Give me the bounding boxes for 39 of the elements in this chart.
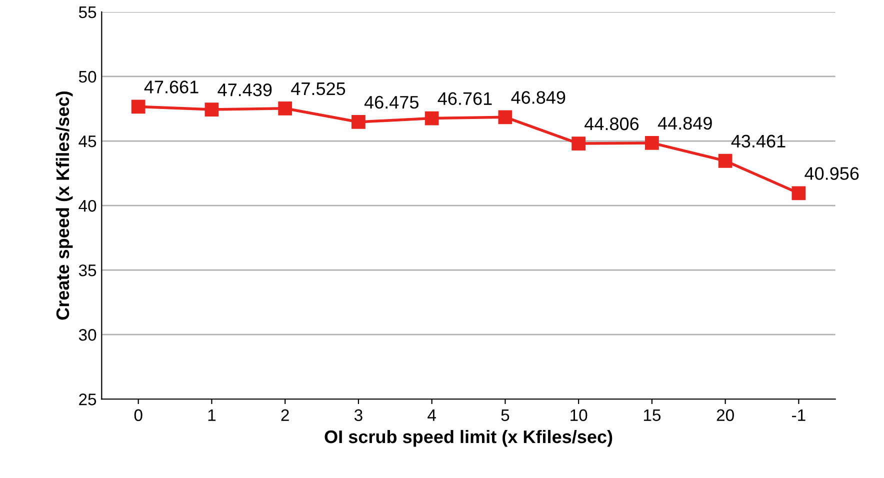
data-label: 46.475 xyxy=(364,96,418,109)
data-label: 44.806 xyxy=(584,117,639,130)
x-tick-label: 15 xyxy=(644,409,661,422)
data-label: 40.956 xyxy=(804,167,859,180)
x-tick-label: 4 xyxy=(428,409,436,421)
data-label: 46.849 xyxy=(511,91,566,104)
y-tick-label: 35 xyxy=(78,264,96,276)
data-label: 46.761 xyxy=(438,92,492,105)
point xyxy=(352,115,366,129)
point xyxy=(131,100,146,114)
data-label: 43.461 xyxy=(731,134,786,148)
y-tick-label: 30 xyxy=(78,329,96,341)
y-axis-title: Create speed (x Kfiles/sec) xyxy=(56,92,73,320)
point xyxy=(792,186,806,200)
point xyxy=(645,136,659,150)
x-tick-label: 3 xyxy=(354,409,362,422)
y-tick-label: 25 xyxy=(79,394,96,406)
point xyxy=(424,111,439,126)
x-tick-label: 10 xyxy=(570,409,588,422)
point xyxy=(498,110,512,124)
y-tick-label: 45 xyxy=(78,136,96,148)
y-tick-label: 55 xyxy=(78,6,96,18)
data-label: 47.525 xyxy=(291,82,346,96)
point xyxy=(204,102,219,116)
point xyxy=(278,101,292,116)
x-tick-label: 5 xyxy=(501,409,510,422)
point xyxy=(718,154,732,168)
y-tick-label: 40 xyxy=(78,200,96,212)
y-tick-label: 50 xyxy=(78,70,96,83)
data-label: 47.661 xyxy=(144,80,198,94)
x-tick-label: 1 xyxy=(208,409,216,421)
x-tick-label: 0 xyxy=(134,409,142,422)
data-label: 44.849 xyxy=(658,116,712,130)
x-tick-label: 20 xyxy=(716,409,734,422)
data-label: 47.439 xyxy=(218,83,272,96)
point xyxy=(572,136,586,150)
x-tick-label: -1 xyxy=(792,409,806,421)
x-axis-title: OI scrub speed limit (x Kfiles/sec) xyxy=(324,430,612,447)
x-tick-label: 2 xyxy=(281,409,289,421)
